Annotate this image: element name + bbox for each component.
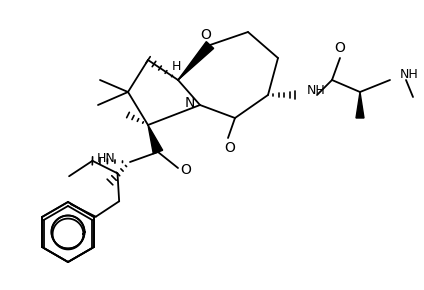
Text: O: O xyxy=(225,141,235,155)
Text: NH: NH xyxy=(307,84,326,97)
Text: H: H xyxy=(171,59,181,72)
Text: NH: NH xyxy=(400,68,419,81)
Polygon shape xyxy=(178,42,214,80)
Text: O: O xyxy=(181,163,192,177)
Text: O: O xyxy=(335,41,346,55)
Polygon shape xyxy=(148,125,163,154)
Text: HN: HN xyxy=(97,151,116,164)
Polygon shape xyxy=(356,92,364,118)
Text: O: O xyxy=(201,28,212,42)
Text: N: N xyxy=(185,96,195,110)
